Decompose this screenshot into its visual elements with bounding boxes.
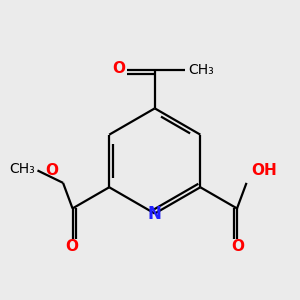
Text: O: O xyxy=(46,163,59,178)
Text: N: N xyxy=(148,205,162,223)
Text: CH₃: CH₃ xyxy=(188,63,214,77)
Text: CH₃: CH₃ xyxy=(9,162,34,176)
Text: OH: OH xyxy=(252,163,278,178)
Text: O: O xyxy=(112,61,125,76)
Text: O: O xyxy=(231,239,244,254)
Text: O: O xyxy=(65,239,78,254)
